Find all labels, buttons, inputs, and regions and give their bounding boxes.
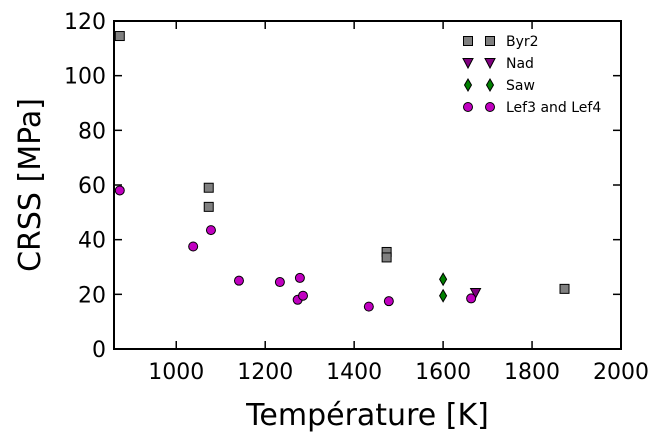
- y-tick-label: 40: [78, 229, 106, 254]
- y-tick-label: 100: [64, 65, 106, 90]
- data-point: [205, 225, 216, 236]
- data-point: [188, 241, 199, 252]
- legend: Byr2 Nad Saw Lef3 and Lef4: [462, 34, 601, 116]
- data-point: [381, 252, 392, 263]
- data-point: [114, 185, 125, 196]
- legend-label: Byr2: [506, 34, 539, 50]
- y-tick-label: 120: [64, 10, 106, 35]
- series-3: [114, 185, 477, 312]
- legend-marker: [463, 102, 473, 112]
- data-point: [466, 293, 477, 304]
- y-tick-label: 0: [92, 338, 106, 363]
- legend-marker: [485, 102, 495, 112]
- series-2: [439, 272, 448, 303]
- x-tick-label: 1400: [326, 360, 382, 385]
- data-point: [298, 290, 309, 301]
- y-tick-label: 20: [78, 283, 106, 308]
- x-axis-label: Température [K]: [245, 398, 489, 433]
- legend-label: Lef3 and Lef4: [506, 100, 601, 116]
- data-point: [203, 201, 214, 212]
- plot-frame: [113, 20, 622, 350]
- x-tick-label: 1800: [504, 360, 560, 385]
- y-tick-label: 60: [78, 174, 106, 199]
- x-tick-label: 2000: [593, 360, 649, 385]
- series-0: [114, 31, 570, 294]
- y-tick-label: 80: [78, 119, 106, 144]
- data-point: [559, 283, 570, 294]
- legend-marker: [485, 36, 495, 46]
- legend-marker: [463, 36, 473, 46]
- data-point: [114, 31, 125, 42]
- data-point: [294, 272, 305, 283]
- series-1: [469, 287, 482, 300]
- legend-marker: [484, 58, 496, 70]
- x-tick-label: 1000: [148, 360, 204, 385]
- data-point: [363, 301, 374, 312]
- data-point: [274, 277, 285, 288]
- data-point: [439, 272, 448, 287]
- data-point: [439, 288, 448, 303]
- legend-marker: [462, 58, 474, 70]
- y-axis-label: CRSS [MPa]: [13, 98, 48, 272]
- data-point: [233, 275, 244, 286]
- legend-label: Saw: [506, 78, 535, 94]
- legend-marker: [463, 78, 473, 92]
- legend-marker: [485, 78, 495, 92]
- legend-label: Nad: [506, 56, 534, 72]
- x-tick-label: 1600: [415, 360, 471, 385]
- data-point: [383, 296, 394, 307]
- data-point: [469, 287, 482, 300]
- data-point: [203, 182, 214, 193]
- x-tick-label: 1200: [237, 360, 293, 385]
